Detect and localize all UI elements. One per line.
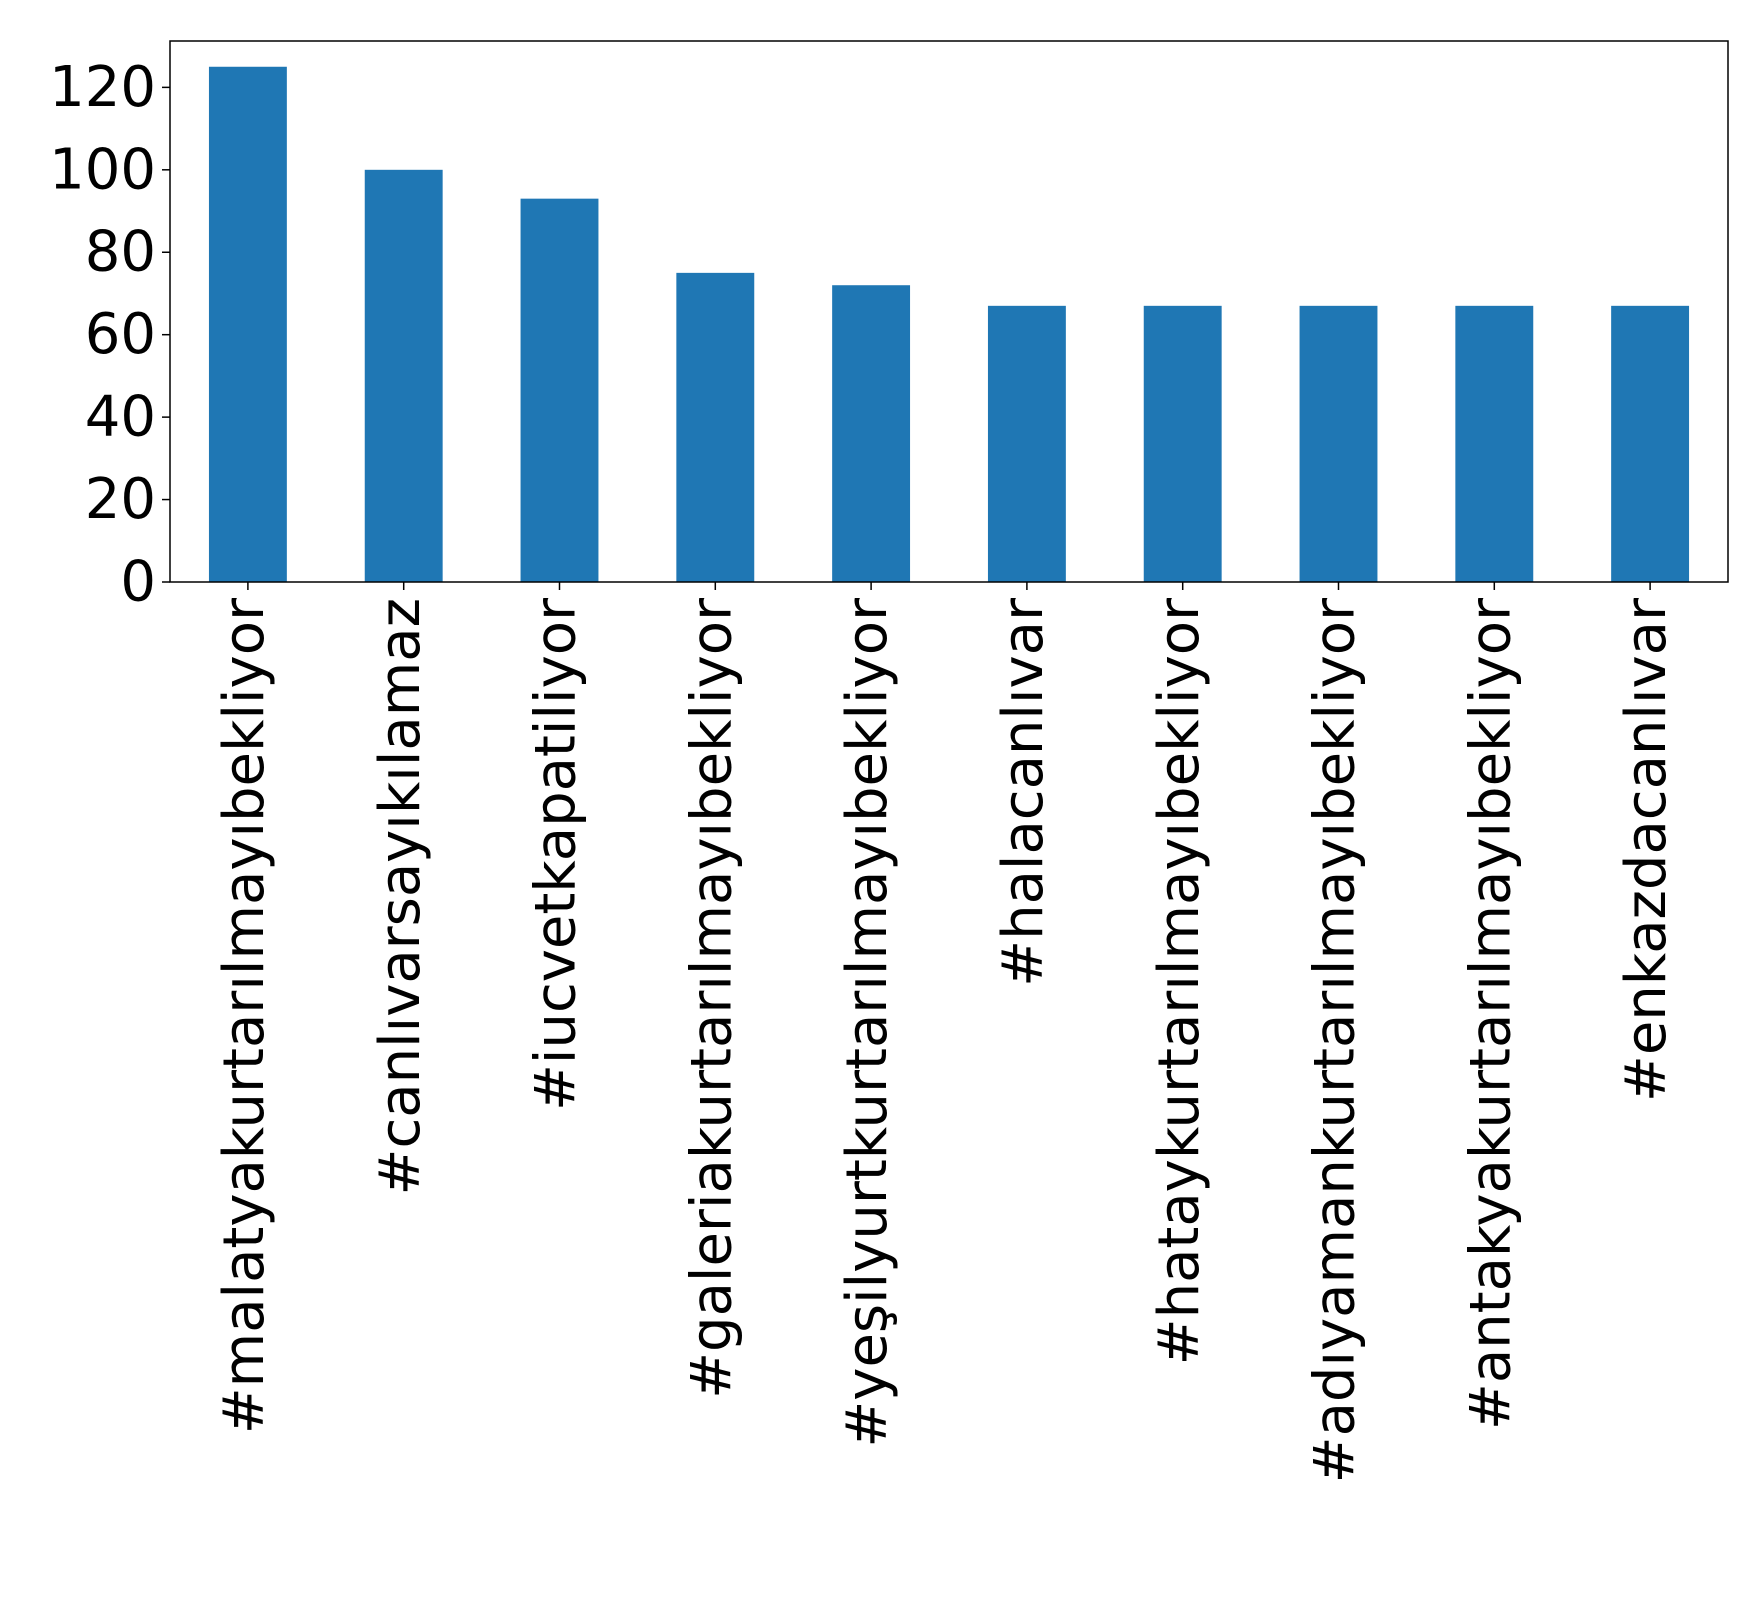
x-tick-label: #hataykurtarılmayıbekliyor bbox=[1147, 597, 1212, 1365]
bar bbox=[1611, 305, 1690, 582]
y-tick-label: 60 bbox=[85, 302, 156, 367]
y-tick-label: 40 bbox=[85, 385, 156, 450]
bar bbox=[832, 285, 911, 582]
bar bbox=[520, 198, 599, 583]
x-tick-label: #antakyakurtarılmayıbekliyor bbox=[1458, 597, 1523, 1430]
plot-frame bbox=[169, 40, 1729, 583]
y-tick-label: 80 bbox=[85, 220, 156, 285]
x-tick-label: #canlıvarsayıkılamaz bbox=[368, 598, 433, 1195]
x-tick-label: #enkazdacanlıvar bbox=[1614, 597, 1679, 1102]
x-tick-label: #halacanlıvar bbox=[991, 597, 1056, 987]
bar bbox=[1455, 305, 1534, 582]
bar bbox=[208, 66, 287, 582]
y-tick-label: 20 bbox=[85, 467, 156, 532]
y-tick-label: 100 bbox=[49, 137, 156, 202]
bar bbox=[1143, 305, 1222, 582]
bar bbox=[1299, 305, 1378, 582]
bar bbox=[676, 272, 755, 582]
x-tick-label: #malatyakurtarılmayıbekliyor bbox=[212, 597, 277, 1434]
x-tick-label: #galeriakurtarılmayıbekliyor bbox=[679, 597, 744, 1399]
bar bbox=[987, 305, 1066, 582]
bar bbox=[364, 169, 443, 583]
x-tick-label: #iucvetkapatiliyor bbox=[524, 597, 589, 1111]
x-tick-label: #yeşilyurtkurtarılmayıbekliyor bbox=[835, 597, 900, 1448]
y-tick-label: 0 bbox=[120, 550, 156, 615]
y-tick-label: 120 bbox=[49, 55, 156, 120]
x-tick-label: #adıyamankurtarılmayıbekliyor bbox=[1303, 597, 1368, 1483]
